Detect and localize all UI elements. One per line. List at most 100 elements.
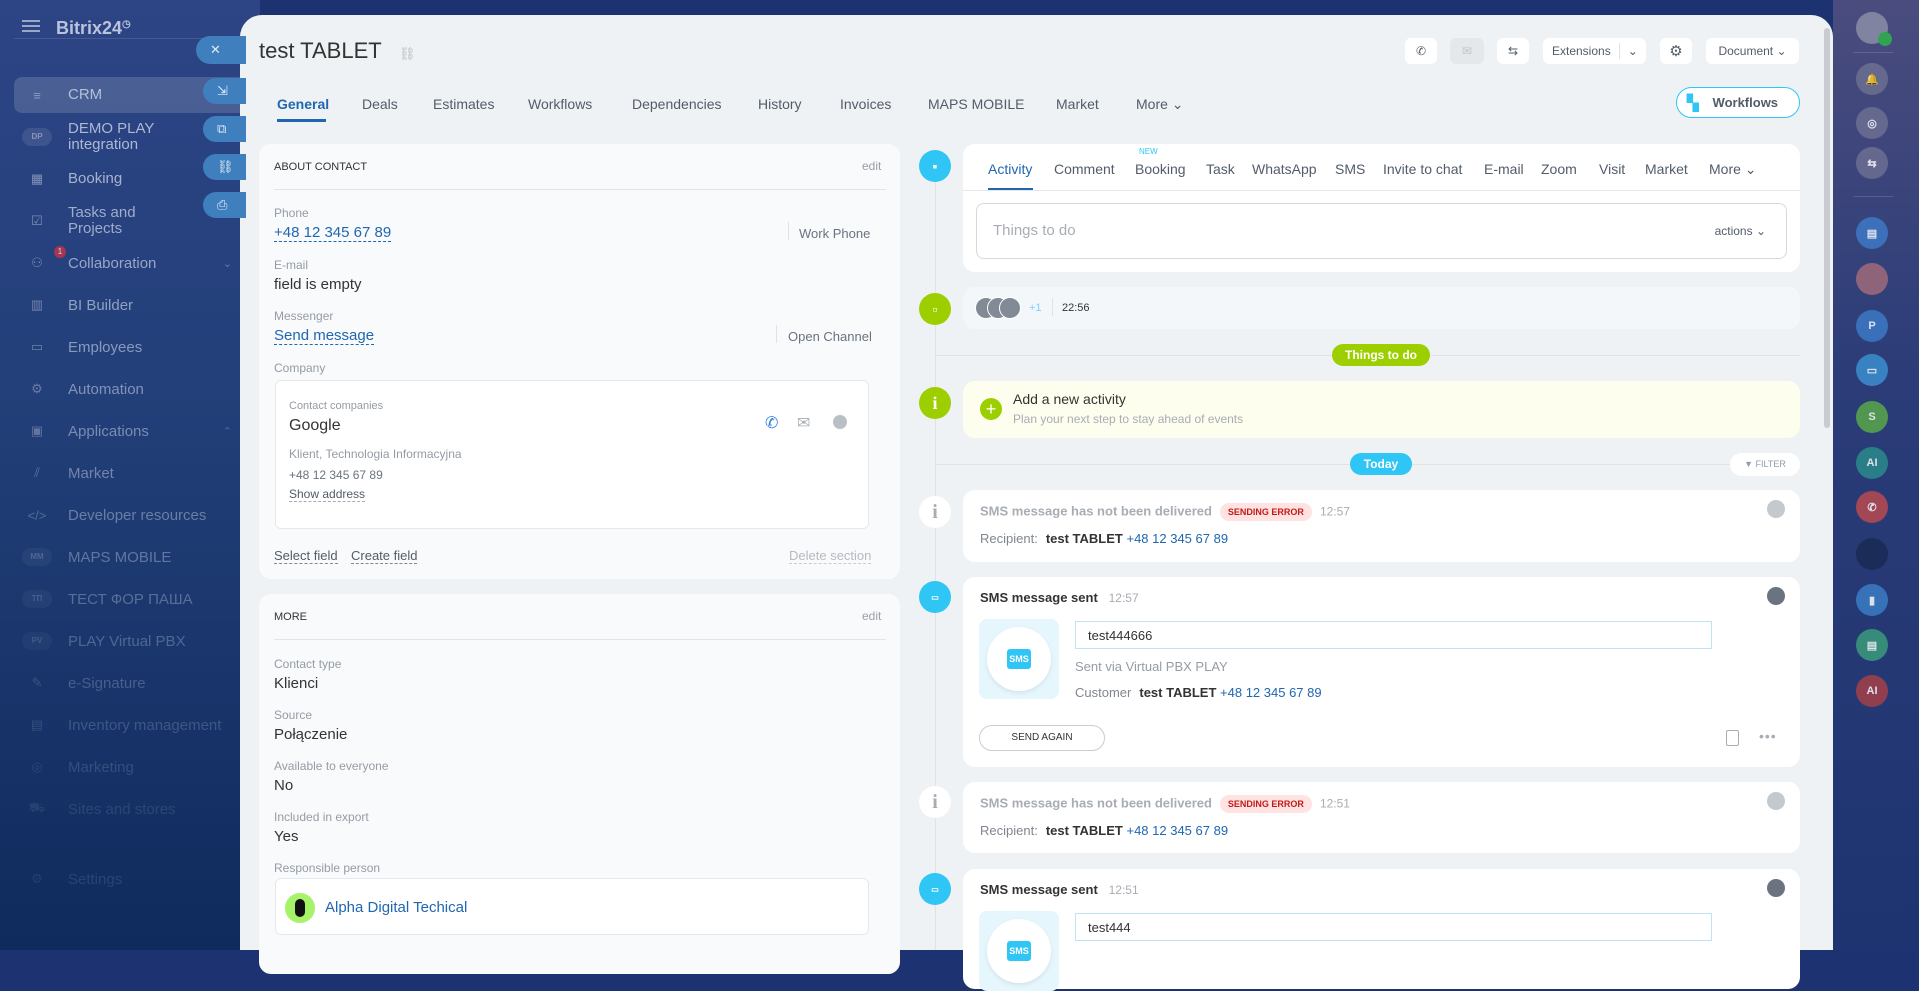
show-address-link[interactable]: Show address bbox=[289, 487, 366, 502]
phone-icon[interactable]: ✆ bbox=[765, 415, 779, 432]
chat-icon[interactable] bbox=[833, 415, 847, 429]
sidebar-item-e-signature[interactable]: ✎ e-Signature bbox=[14, 665, 246, 701]
send-message-link[interactable]: Send message bbox=[274, 327, 375, 345]
timeline-tab-whatsapp[interactable]: WhatsApp bbox=[1252, 161, 1317, 177]
sidebar-item-inventory-management[interactable]: ▤ Inventory management bbox=[14, 707, 246, 743]
chevron-up-icon[interactable]: ⌃ bbox=[222, 425, 232, 438]
sidebar-item-sites-and-stores[interactable]: ⛟ Sites and stores bbox=[14, 791, 246, 827]
select-field-link[interactable]: Select field bbox=[274, 548, 338, 564]
phone-link[interactable]: +48 12 345 67 89 bbox=[1126, 531, 1229, 546]
document-button[interactable]: Document ⌄ bbox=[1706, 38, 1799, 64]
sidebar-item-booking[interactable]: ▦ Booking bbox=[14, 161, 246, 197]
more-dots-icon[interactable]: ••• bbox=[1759, 728, 1777, 744]
sidebar-item-bi-builder[interactable]: ▥ BI Builder bbox=[14, 287, 246, 323]
things-to-do-input[interactable]: Things to do actions ⌄ bbox=[976, 203, 1787, 259]
ai-red-icon[interactable]: AI bbox=[1856, 675, 1888, 707]
tab-dependencies[interactable]: Dependencies bbox=[632, 96, 722, 112]
tab-market[interactable]: Market bbox=[1056, 96, 1099, 112]
tab-estimates[interactable]: Estimates bbox=[433, 96, 494, 112]
timeline-tab-activity[interactable]: Activity bbox=[988, 161, 1032, 177]
sidebar-item-play-virtual-pbx[interactable]: PV PLAY Virtual PBX bbox=[14, 623, 246, 659]
tab-workflows[interactable]: Workflows bbox=[528, 96, 592, 112]
phone-link[interactable]: +48 12 345 67 89 bbox=[1220, 685, 1322, 700]
timeline-tab-market[interactable]: Market bbox=[1645, 161, 1688, 177]
menu-icon[interactable] bbox=[22, 20, 40, 32]
scrollbar[interactable] bbox=[1824, 28, 1830, 428]
tab-history[interactable]: History bbox=[758, 96, 802, 112]
sidebar-item-market[interactable]: ⫽ Market bbox=[14, 455, 246, 491]
timeline-tab-more[interactable]: More ⌄ bbox=[1709, 161, 1757, 178]
tab-deals[interactable]: Deals bbox=[362, 96, 398, 112]
user-photo-icon[interactable] bbox=[1856, 263, 1888, 295]
user-icon[interactable] bbox=[1767, 500, 1785, 518]
logo[interactable]: Bitrix24◷ bbox=[56, 18, 131, 38]
sidebar-item-automation[interactable]: ⚙ Automation bbox=[14, 371, 246, 407]
mail-icon[interactable]: ✉ bbox=[797, 415, 811, 432]
app-s-icon[interactable]: S bbox=[1856, 401, 1888, 433]
edit-link[interactable]: edit bbox=[862, 159, 882, 173]
app-p-icon[interactable]: P bbox=[1856, 310, 1888, 342]
timeline-tab-e-mail[interactable]: E-mail bbox=[1484, 161, 1524, 177]
close-button[interactable]: ✕ bbox=[196, 36, 246, 64]
timeline-tab-visit[interactable]: Visit bbox=[1599, 161, 1625, 177]
timeline-tab-task[interactable]: Task bbox=[1206, 161, 1235, 177]
participants-avatars[interactable] bbox=[975, 297, 1021, 319]
timeline-tab-booking[interactable]: Booking bbox=[1135, 161, 1186, 177]
ai-icon[interactable]: AI bbox=[1856, 447, 1888, 479]
timeline-tab-zoom[interactable]: Zoom bbox=[1541, 161, 1577, 177]
chat-button[interactable]: ⇆ bbox=[1497, 38, 1529, 64]
bell-icon[interactable]: 🔔 bbox=[1856, 63, 1888, 95]
settings-button[interactable]: ⚙ bbox=[1660, 38, 1692, 64]
plus-icon[interactable]: + bbox=[980, 398, 1002, 420]
extensions-button[interactable]: Extensions ⌄ bbox=[1543, 38, 1646, 64]
sidebar-item-maps-mobile[interactable]: MM MAPS MOBILE bbox=[14, 539, 246, 575]
sidebar-item-tasks-and-projects[interactable]: ☑ Tasks and Projects bbox=[14, 203, 246, 239]
open-new-window-button[interactable]: ⧉ bbox=[203, 116, 246, 142]
user-icon[interactable] bbox=[1767, 879, 1785, 897]
send-again-button[interactable]: SEND AGAIN bbox=[979, 725, 1105, 751]
comment-entry[interactable] bbox=[963, 287, 1800, 329]
add-activity-card[interactable] bbox=[963, 381, 1800, 438]
sidebar-item-employees[interactable]: ▭ Employees bbox=[14, 329, 246, 365]
phone-link[interactable]: +48 12 345 67 89 bbox=[1126, 823, 1229, 838]
tab-invoices[interactable]: Invoices bbox=[840, 96, 891, 112]
tab-more[interactable]: More ⌄ bbox=[1136, 96, 1184, 113]
edit-link[interactable]: edit bbox=[862, 609, 882, 623]
open-channel-link[interactable]: Open Channel bbox=[788, 329, 872, 344]
news-icon[interactable]: ▤ bbox=[1856, 629, 1888, 661]
email-button[interactable]: ✉ bbox=[1450, 38, 1484, 64]
sidebar-item-collaboration[interactable]: ⚇ Collaboration 1 ⌄ bbox=[14, 245, 246, 281]
create-field-link[interactable]: Create field bbox=[351, 548, 418, 564]
company-name[interactable]: Google bbox=[289, 417, 341, 434]
dark-app-icon[interactable] bbox=[1856, 538, 1888, 570]
filter-button[interactable]: ▼ FILTER bbox=[1730, 453, 1800, 476]
timeline-tab-comment[interactable]: Comment bbox=[1054, 161, 1115, 177]
sidebar-item-тест-фор-паша[interactable]: ТП ТЕСТ ФОР ПАША bbox=[14, 581, 246, 617]
copilot-icon[interactable]: ◎ bbox=[1856, 107, 1888, 139]
chat-sync-icon[interactable]: ⇆ bbox=[1856, 147, 1888, 179]
actions-dropdown[interactable]: actions ⌄ bbox=[1714, 224, 1766, 238]
phone-app-icon[interactable]: ✆ bbox=[1856, 491, 1888, 523]
timeline-tab-sms[interactable]: SMS bbox=[1335, 161, 1365, 177]
sidebar-item-developer-resources[interactable]: </> Developer resources bbox=[14, 497, 246, 533]
sidebar-item-settings[interactable]: ⚙ Settings bbox=[14, 861, 246, 897]
link-button[interactable]: ⛓ bbox=[203, 154, 246, 180]
phone-link[interactable]: +48 12 345 67 89 bbox=[274, 224, 392, 242]
tab-maps-mobile[interactable]: MAPS MOBILE bbox=[928, 96, 1024, 112]
sidebar-item-applications[interactable]: ▣ Applications ⌃ bbox=[14, 413, 246, 449]
bookmark-icon[interactable]: ▮ bbox=[1856, 584, 1888, 616]
note-icon[interactable] bbox=[1726, 730, 1739, 746]
responsible-person-link[interactable]: Alpha Digital Techical bbox=[325, 899, 468, 916]
timeline-tab-invite-to-chat[interactable]: Invite to chat bbox=[1383, 161, 1462, 177]
messages-icon[interactable]: ▭ bbox=[1856, 354, 1888, 386]
print-button[interactable]: ⎙ bbox=[203, 192, 246, 218]
contact-card-icon[interactable]: ▤ bbox=[1856, 217, 1888, 249]
workflows-button[interactable]: ▚ Workflows bbox=[1676, 87, 1800, 118]
minimize-button[interactable]: ⇲ bbox=[203, 78, 246, 104]
user-icon[interactable] bbox=[1767, 587, 1785, 605]
user-avatar-icon[interactable] bbox=[1856, 12, 1892, 46]
user-icon[interactable] bbox=[1767, 792, 1785, 810]
call-button[interactable]: ✆ bbox=[1405, 38, 1437, 64]
sidebar-item-demo-play-integration[interactable]: DP DEMO PLAY integration bbox=[14, 119, 246, 155]
tab-general[interactable]: General bbox=[277, 96, 329, 112]
